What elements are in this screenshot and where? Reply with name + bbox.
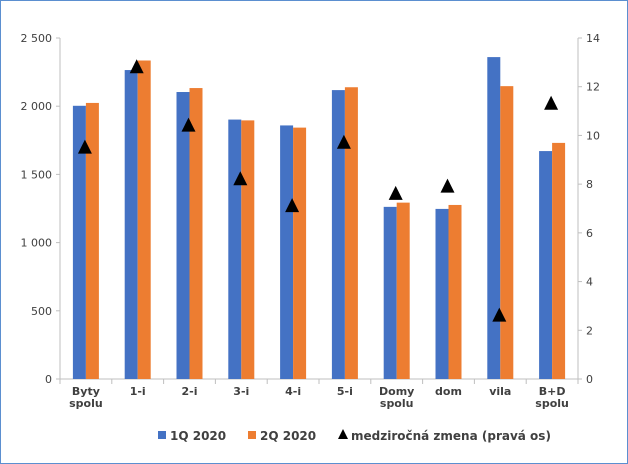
x-category-label: 4-i xyxy=(285,385,301,398)
legend-swatch xyxy=(248,431,256,439)
bar-2q-2020 xyxy=(241,120,255,380)
bar-1q-2020 xyxy=(539,151,553,379)
yoy-change-marker xyxy=(440,178,455,193)
bar-1q-2020 xyxy=(331,90,345,379)
x-category-label: 5-i xyxy=(337,385,353,398)
y-left-tick-label: 500 xyxy=(31,305,52,318)
bar-2q-2020 xyxy=(344,87,358,379)
x-category-label: Byty spolu xyxy=(69,385,103,410)
bar-1q-2020 xyxy=(435,208,449,379)
bar-2q-2020 xyxy=(85,102,99,380)
legend-label: 2Q 2020 xyxy=(260,429,316,443)
yoy-change-marker xyxy=(544,95,559,110)
y-right-tick-label: 10 xyxy=(586,129,600,142)
bar-2q-2020 xyxy=(500,86,514,379)
y-left-tick-label: 2 000 xyxy=(21,100,53,113)
bar-2q-2020 xyxy=(293,127,307,379)
yoy-change-marker xyxy=(129,59,144,74)
legend-swatch xyxy=(338,429,348,439)
bar-1q-2020 xyxy=(72,105,86,379)
y-right-tick-label: 6 xyxy=(586,227,593,240)
y-right-tick-label: 0 xyxy=(586,373,593,386)
x-category-label: 1-i xyxy=(130,385,146,398)
bar-2q-2020 xyxy=(396,202,410,379)
x-category-label: Domy spolu xyxy=(379,385,414,410)
y-left-tick-label: 2 500 xyxy=(21,32,53,45)
x-category-label: dom xyxy=(435,385,462,398)
bar-2q-2020 xyxy=(552,142,566,379)
yoy-change-marker xyxy=(77,139,92,154)
legend: 1Q 2020 2Q 2020 medziročná zmena (pravá os… xyxy=(158,429,551,443)
yoy-change-marker xyxy=(336,134,351,149)
bar-2q-2020 xyxy=(137,60,151,379)
yoy-change-marker xyxy=(492,307,507,322)
yoy-change-marker xyxy=(285,198,300,213)
labels: 0 500 1 000 1 500 2 000 2 500 0 2 4 6 8 10 12 14 Byty s… xyxy=(21,32,601,410)
y-right-tick-label: 2 xyxy=(586,324,593,337)
bar-1q-2020 xyxy=(383,206,397,379)
y-right-tick-label: 12 xyxy=(586,81,600,94)
yoy-change-marker xyxy=(233,171,248,186)
y-right-tick-label: 8 xyxy=(586,178,593,191)
bars xyxy=(72,57,566,380)
markers xyxy=(77,59,559,322)
bar-1q-2020 xyxy=(176,92,190,379)
x-category-label: B+D spolu xyxy=(535,385,569,410)
x-category-label: 2-i xyxy=(182,385,198,398)
bar-2q-2020 xyxy=(189,88,203,379)
legend-label: 1Q 2020 xyxy=(170,429,226,443)
y-left-tick-label: 0 xyxy=(45,373,52,386)
x-category-label: 3-i xyxy=(233,385,249,398)
y-right-tick-label: 4 xyxy=(586,276,593,289)
bar-2q-2020 xyxy=(448,204,462,379)
legend-label: medziročná zmena (pravá os) xyxy=(351,429,551,443)
legend-swatch xyxy=(158,431,166,439)
yoy-change-marker xyxy=(388,185,403,200)
y-left-tick-label: 1 500 xyxy=(21,168,53,181)
bar-1q-2020 xyxy=(280,125,294,379)
y-right-tick-label: 14 xyxy=(586,32,600,45)
x-category-label: vila xyxy=(489,385,511,398)
yoy-change-marker xyxy=(181,117,196,132)
y-left-tick-label: 1 000 xyxy=(21,237,53,250)
bar-1q-2020 xyxy=(487,57,501,379)
bar-1q-2020 xyxy=(228,119,242,379)
bar-1q-2020 xyxy=(124,70,138,379)
